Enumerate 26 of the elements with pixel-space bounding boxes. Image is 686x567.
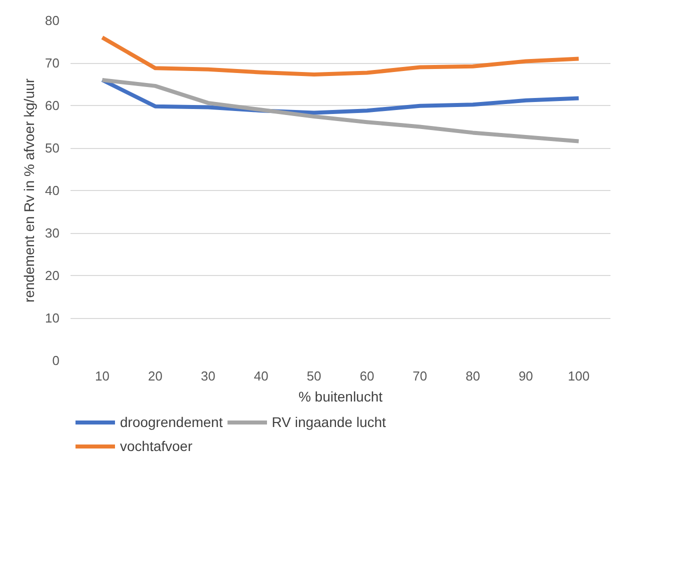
legend-label: vochtafvoer [120, 438, 192, 454]
y-tick-label: 10 [45, 310, 60, 326]
x-tick-label: 10 [95, 368, 110, 384]
y-tick-label: 20 [45, 268, 60, 283]
x-axis-title: % buitenlucht [298, 388, 383, 404]
x-tick-label: 100 [568, 368, 590, 384]
y-tick-label: 60 [45, 98, 60, 113]
x-tick-label: 90 [518, 368, 534, 384]
legend-label: RV ingaande lucht [272, 414, 386, 430]
y-tick-label: 80 [45, 13, 60, 28]
x-tick-label: 60 [360, 368, 374, 384]
y-tick-label: 0 [52, 353, 60, 368]
y-tick-label: 30 [45, 226, 60, 240]
y-tick-label: 50 [45, 140, 60, 156]
x-tick-label: 40 [254, 368, 268, 384]
y-tick-label: 70 [45, 56, 60, 70]
line-series [100, 36, 581, 76]
x-tick-label: 80 [466, 368, 480, 384]
x-tick-label: 50 [306, 368, 322, 384]
x-tick-label: 30 [200, 368, 216, 384]
y-axis-title: rendement en Rv in % afvoer kg/uur [21, 78, 38, 303]
line-series [100, 78, 581, 144]
y-tick-label: 40 [45, 183, 60, 198]
x-tick-label: 70 [412, 368, 428, 384]
x-tick-label: 20 [148, 368, 162, 384]
legend-label: droogrendement [120, 414, 223, 430]
